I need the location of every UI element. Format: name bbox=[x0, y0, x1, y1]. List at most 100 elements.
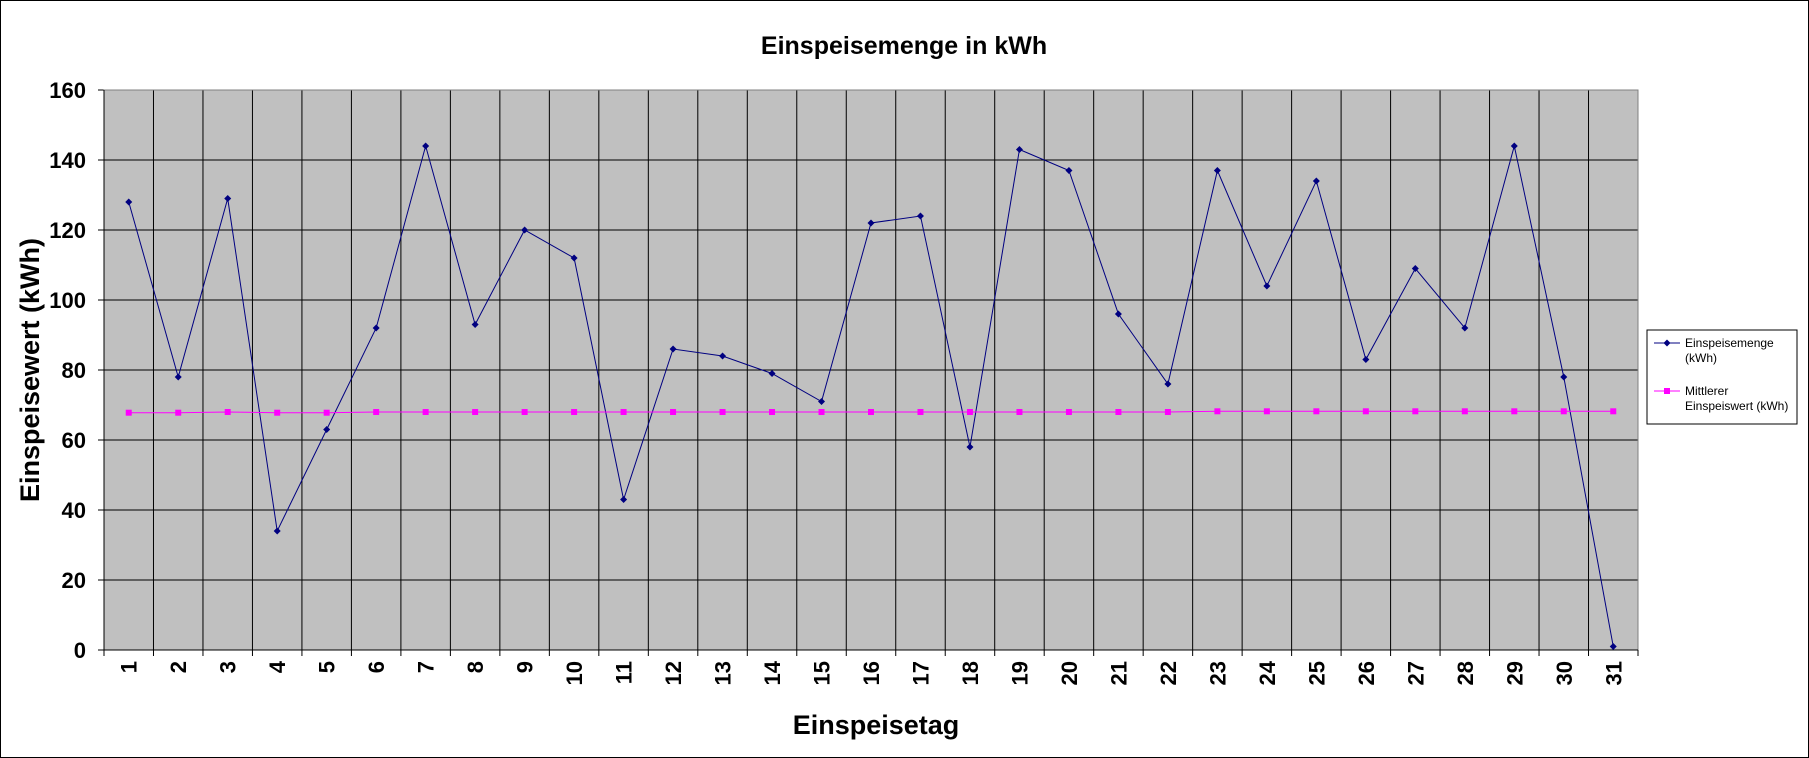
series-layer bbox=[125, 142, 1617, 650]
y-axis-title: Einspeisewert (kWh) bbox=[15, 238, 45, 502]
data-point-square bbox=[422, 409, 429, 415]
y-tick-label: 120 bbox=[49, 218, 86, 243]
data-point-diamond bbox=[768, 370, 776, 377]
x-tick-label: 19 bbox=[1007, 661, 1032, 685]
x-tick-label: 17 bbox=[908, 661, 933, 685]
legend-label: (kWh) bbox=[1685, 351, 1717, 365]
data-point-diamond bbox=[719, 352, 727, 360]
data-point-diamond bbox=[372, 324, 380, 332]
data-point-diamond bbox=[471, 321, 479, 328]
data-point-square bbox=[1560, 408, 1567, 415]
data-point-diamond bbox=[1609, 643, 1617, 650]
x-tick-label: 1 bbox=[117, 661, 142, 673]
data-point-diamond bbox=[1461, 324, 1469, 332]
data-point-diamond bbox=[1362, 356, 1370, 363]
y-tick-label: 20 bbox=[62, 568, 86, 593]
x-tick-label: 13 bbox=[711, 661, 736, 685]
x-tick-label: 11 bbox=[612, 661, 637, 684]
data-point-diamond bbox=[224, 195, 232, 202]
data-point-square bbox=[571, 409, 578, 415]
y-tick-label: 80 bbox=[62, 358, 86, 383]
legend: Einspeisemenge(kWh) MittlererEinspeiswert… bbox=[1646, 329, 1798, 425]
data-point-square bbox=[323, 409, 330, 416]
x-tick-label: 16 bbox=[859, 661, 884, 685]
data-point-square bbox=[521, 409, 528, 415]
x-tick-label: 8 bbox=[463, 661, 488, 673]
data-point-square bbox=[373, 409, 380, 415]
x-tick-label: 2 bbox=[166, 661, 191, 673]
data-point-diamond bbox=[1114, 310, 1122, 318]
data-point-diamond bbox=[125, 198, 133, 206]
data-point-square bbox=[1115, 409, 1122, 415]
data-point-diamond bbox=[174, 373, 182, 381]
data-point-square bbox=[719, 409, 726, 415]
x-tick-label: 21 bbox=[1106, 661, 1131, 685]
data-point-square bbox=[1263, 408, 1270, 415]
y-tick-label: 40 bbox=[62, 498, 86, 523]
data-point-diamond bbox=[1560, 373, 1568, 381]
x-tick-label: 6 bbox=[364, 661, 389, 673]
data-point-square bbox=[670, 409, 677, 415]
data-point-diamond bbox=[1015, 146, 1023, 153]
x-tick-label: 24 bbox=[1255, 660, 1280, 685]
legend-label: Mittlerer bbox=[1685, 384, 1728, 398]
y-tick-label: 0 bbox=[74, 638, 86, 663]
x-tick-label: 12 bbox=[661, 661, 686, 685]
data-point-diamond bbox=[1312, 177, 1320, 185]
x-axis-title: Einspeisetag bbox=[793, 710, 960, 740]
data-point-square bbox=[769, 409, 776, 415]
data-point-diamond bbox=[422, 142, 430, 150]
data-point-square bbox=[966, 409, 973, 415]
x-tick-label: 23 bbox=[1205, 661, 1230, 685]
x-tick-label: 26 bbox=[1354, 661, 1379, 685]
data-point-square bbox=[1016, 409, 1023, 415]
data-point-diamond bbox=[966, 443, 974, 451]
data-point-square bbox=[868, 409, 874, 415]
x-tick-label: 5 bbox=[315, 661, 340, 673]
data-point-diamond bbox=[1065, 167, 1073, 174]
data-point-diamond bbox=[323, 426, 331, 433]
legend-marker-diamond bbox=[1663, 339, 1671, 347]
chart-title: Einspeisemenge in kWh bbox=[761, 32, 1047, 60]
data-point-diamond bbox=[1510, 142, 1518, 150]
data-point-square bbox=[274, 409, 281, 416]
data-point-diamond bbox=[1213, 167, 1221, 174]
x-tick-label: 15 bbox=[810, 661, 835, 685]
data-point-square bbox=[1412, 408, 1419, 415]
x-tick-label: 30 bbox=[1552, 661, 1577, 685]
data-point-diamond bbox=[669, 345, 677, 353]
legend-box bbox=[1646, 329, 1798, 425]
data-point-diamond bbox=[867, 219, 875, 227]
x-tick-label: 25 bbox=[1304, 661, 1329, 685]
data-point-diamond bbox=[521, 226, 529, 234]
x-tick-label: 10 bbox=[562, 661, 587, 685]
data-point-diamond bbox=[1411, 265, 1419, 272]
data-point-diamond bbox=[273, 527, 281, 535]
x-tick-label: 4 bbox=[265, 660, 290, 673]
x-tick-label: 7 bbox=[414, 661, 439, 673]
legend-label: Einspeiswert (kWh) bbox=[1685, 399, 1788, 413]
x-tick-label: 3 bbox=[216, 661, 241, 673]
axes bbox=[98, 89, 1639, 656]
x-tick-label: 22 bbox=[1156, 661, 1181, 685]
data-point-square bbox=[1164, 409, 1171, 415]
x-tick-label: 31 bbox=[1601, 661, 1626, 685]
y-tick-label: 140 bbox=[49, 148, 86, 173]
data-point-diamond bbox=[1164, 380, 1172, 388]
y-tick-label: 60 bbox=[62, 428, 86, 453]
data-point-diamond bbox=[818, 398, 826, 405]
x-tick-label: 9 bbox=[513, 661, 538, 673]
data-point-square bbox=[620, 409, 627, 415]
x-tick-label: 14 bbox=[760, 660, 785, 685]
data-point-square bbox=[1065, 409, 1072, 415]
data-point-square bbox=[1461, 408, 1468, 415]
legend-label: Einspeisemenge bbox=[1685, 336, 1774, 350]
x-tick-label: 27 bbox=[1403, 661, 1428, 685]
y-tick-label: 160 bbox=[49, 78, 86, 103]
data-point-square bbox=[917, 409, 924, 415]
data-point-square bbox=[1214, 408, 1221, 415]
data-point-square bbox=[125, 409, 132, 416]
y-tick-labels: 0 20 40 60 80 100 120 140 160 bbox=[49, 78, 86, 663]
data-point-square bbox=[1610, 408, 1617, 415]
